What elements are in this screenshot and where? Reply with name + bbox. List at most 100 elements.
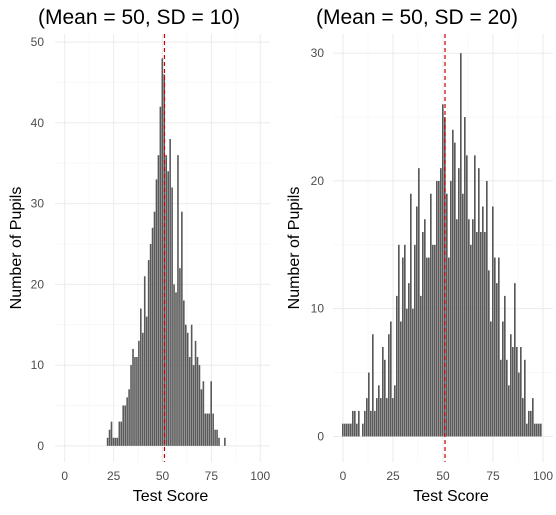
histogram-bar (143, 276, 146, 446)
histogram-bar (212, 413, 214, 446)
histogram-bar (138, 340, 140, 446)
histogram-bar (210, 381, 212, 446)
histogram-bar (196, 357, 199, 446)
histogram-bar (386, 398, 388, 437)
histogram-bar (414, 244, 416, 437)
histogram-bar (348, 423, 350, 437)
histogram-bar (442, 104, 444, 437)
histogram-bar (428, 257, 430, 437)
histogram-bar (216, 429, 218, 446)
x-tick-label: 100 (250, 469, 270, 483)
histogram-bar (524, 359, 526, 437)
histogram-bar (482, 206, 484, 437)
histogram-bar (526, 423, 528, 437)
histogram-bar (384, 359, 386, 437)
histogram-bar (516, 347, 518, 437)
histogram-bar (398, 244, 400, 437)
histogram-bar (151, 227, 154, 446)
histogram-bar (456, 219, 458, 437)
y-tick-label: 30 (31, 197, 45, 211)
x-tick-label: 100 (533, 469, 553, 483)
chart-title: (Mean = 50, SD = 20) (316, 6, 518, 29)
histogram-bar (120, 421, 123, 446)
x-tick-label: 25 (386, 469, 400, 483)
histogram-bar (528, 410, 530, 437)
x-axis-title: Test Score (413, 488, 489, 505)
histogram-bar (432, 244, 434, 437)
histogram-bar (366, 398, 368, 437)
histogram-bar (118, 421, 121, 446)
histogram-bar (488, 270, 490, 437)
histogram-bar (400, 321, 402, 437)
histogram-bar (149, 243, 152, 446)
y-tick-label: 30 (311, 46, 325, 60)
histogram-bar (169, 138, 171, 446)
histogram-right: 0 25 50 75 100 0 10 20 30 Test Score Number of Pup… (286, 34, 553, 505)
histogram-bar (522, 398, 524, 437)
histogram-bar (173, 284, 175, 446)
histogram-bar (190, 324, 193, 446)
histogram-bar (452, 129, 454, 437)
histogram-bar (344, 423, 346, 437)
x-axis-title: Test Score (133, 488, 209, 505)
histogram-bar (484, 232, 486, 437)
chart-panel-left: (Mean = 50, SD = 10) 0 25 50 75 100 0 10 20 30 40… (8, 6, 271, 505)
histogram-bar (188, 357, 191, 446)
histogram-bar (206, 413, 209, 446)
histogram-bar (126, 397, 128, 446)
histogram-bar (147, 260, 150, 446)
histogram-bar (145, 316, 148, 446)
histogram-bar (140, 308, 142, 446)
x-tick-label: 75 (486, 469, 500, 483)
histogram-bar (438, 180, 440, 437)
y-axis-title: Number of Pupils (286, 187, 303, 310)
histogram-bar (422, 232, 424, 437)
y-tick-label: 20 (311, 174, 325, 188)
histogram-bar (536, 423, 538, 437)
histogram-bar (204, 413, 207, 446)
histogram-bar (218, 437, 220, 446)
histogram-bar (370, 410, 372, 437)
histogram-bar (520, 347, 522, 437)
histogram-bar (514, 283, 516, 437)
histogram-bar (214, 429, 216, 446)
histogram-bar (128, 389, 130, 446)
histogram-bar (202, 381, 205, 446)
histogram-bar (106, 437, 109, 446)
histogram-bar (368, 372, 370, 437)
histogram-bar (342, 423, 344, 437)
histogram-bar (200, 389, 203, 446)
histogram-bar (155, 179, 158, 446)
histogram-bar (112, 437, 115, 446)
histogram-bar (382, 347, 384, 437)
histogram-bar (224, 437, 226, 446)
histogram-bar (476, 232, 478, 437)
histogram-bar (122, 405, 125, 446)
histogram-bar (498, 257, 500, 437)
histogram-bar (418, 168, 420, 437)
histogram-bar (358, 410, 360, 437)
histogram-bar (530, 410, 532, 437)
histogram-bar (394, 385, 396, 437)
histogram-bar (408, 283, 410, 437)
x-tick-label: 25 (107, 469, 121, 483)
y-axis-title: Number of Pupils (8, 187, 25, 310)
histogram-bar (194, 340, 197, 446)
x-tick-label: 75 (205, 469, 219, 483)
histogram-bar (153, 211, 156, 446)
chart-panel-right: (Mean = 50, SD = 20) 0 25 50 75 100 0 10 20 30 Te… (278, 0, 556, 515)
histogram-bar (392, 398, 394, 437)
histogram-bar (434, 244, 436, 437)
histogram-bar (538, 423, 540, 437)
histogram-bar (186, 332, 189, 446)
histogram-bar (462, 193, 464, 437)
histogram-bar (132, 348, 134, 446)
histogram-bar (502, 321, 504, 437)
histogram-bar (450, 180, 452, 437)
histogram-bar (136, 357, 138, 446)
x-tick-label: 0 (340, 469, 347, 483)
histogram-bar (440, 168, 442, 437)
histogram-bar (406, 308, 408, 437)
histogram-bar (192, 365, 195, 446)
histogram-bar (141, 332, 144, 446)
